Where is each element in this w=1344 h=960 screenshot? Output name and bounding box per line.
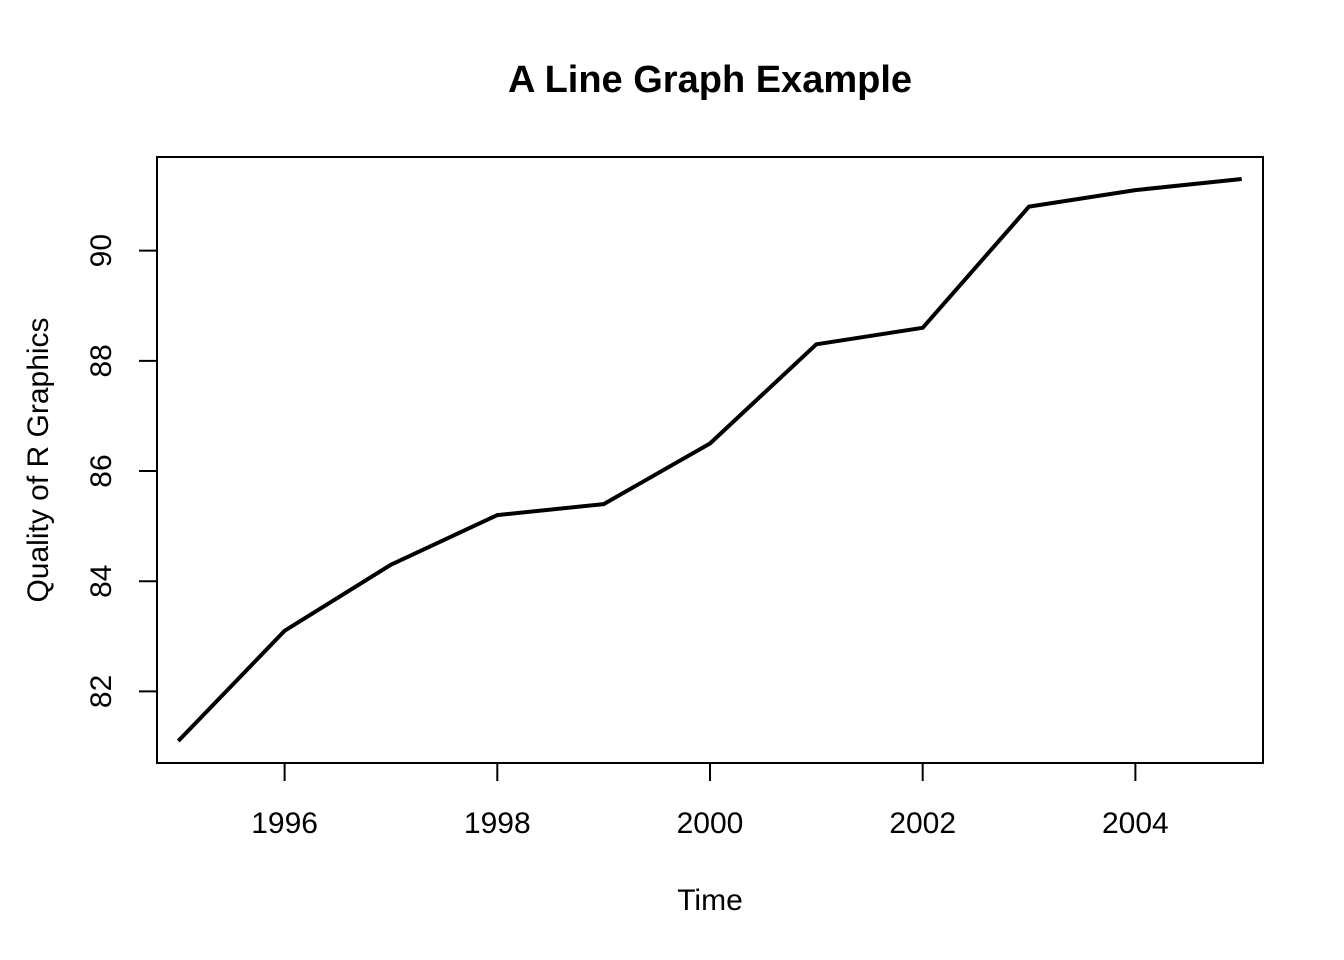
x-axis: 1996 1998 2000 2002 2004	[251, 762, 1169, 840]
y-tick-label: 90	[85, 234, 118, 267]
y-tick-label: 86	[85, 454, 118, 487]
x-tick-label: 2000	[677, 807, 744, 840]
plot-frame	[156, 156, 1264, 764]
x-tick-label: 1998	[464, 807, 531, 840]
x-tick-label: 1996	[251, 807, 318, 840]
y-axis-label: Quality of R Graphics	[22, 317, 55, 602]
y-tick-label: 84	[85, 565, 118, 598]
series-layer	[176, 177, 1242, 743]
chart-title: A Line Graph Example	[508, 59, 912, 101]
x-axis-label: Time	[677, 884, 743, 917]
x-tick-label: 2002	[889, 807, 956, 840]
x-tick-label: 2004	[1102, 807, 1169, 840]
series-line	[176, 177, 1242, 743]
y-axis: 82 84 86 88 90	[85, 234, 158, 708]
y-tick-label: 88	[85, 344, 118, 377]
y-tick-label: 82	[85, 675, 118, 708]
